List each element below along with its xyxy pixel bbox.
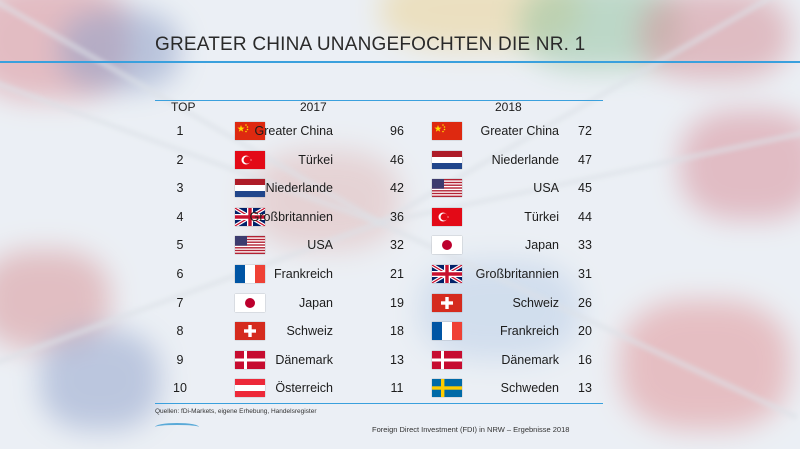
header-rank: TOP — [171, 100, 196, 114]
china-flag-icon — [235, 122, 265, 140]
netherlands-flag-icon — [235, 179, 265, 198]
value-2018: 16 — [578, 352, 592, 367]
value-2018: 45 — [578, 181, 592, 196]
table-row: 1 Greater China 96 Greater China 72 — [155, 117, 603, 146]
rank-number: 4 — [176, 209, 184, 224]
country-2018: USA — [533, 181, 559, 196]
ranking-table-header: TOP 2017 2018 — [155, 96, 603, 114]
switzerland-flag-icon — [235, 322, 265, 341]
country-2018: Türkei — [524, 209, 559, 224]
country-2017: Österreich — [275, 381, 333, 396]
value-2018: 47 — [578, 152, 592, 167]
country-2017: Greater China — [254, 124, 333, 138]
usa-flag-icon — [432, 179, 462, 198]
china-flag-icon — [432, 122, 462, 140]
country-2018: Greater China — [480, 124, 559, 138]
source-note: Quellen: fDi-Markets, eigene Erhebung, H… — [155, 408, 317, 415]
ranking-table: 1 Greater China 96 Greater China 72 2 Türkei 46… — [155, 117, 603, 403]
rank-number: 8 — [176, 324, 184, 339]
header-year-2017: 2017 — [300, 100, 327, 114]
value-2018: 33 — [578, 238, 592, 253]
country-2017: Dänemark — [275, 352, 333, 367]
country-2018: Dänemark — [501, 352, 559, 367]
table-row: 4 Großbritannien 36 Türkei 44 — [155, 203, 603, 232]
france-flag-icon — [235, 264, 265, 283]
france-flag-icon — [432, 322, 462, 341]
netherlands-flag-icon — [432, 150, 462, 169]
country-2018: Schweden — [500, 381, 559, 396]
header-year-2018: 2018 — [495, 100, 522, 114]
country-2017: Großbritannien — [249, 209, 333, 224]
value-2017: 21 — [390, 266, 404, 281]
slide-title: GREATER CHINA UNANGEFOCHTEN DIE NR. 1 — [155, 34, 586, 55]
rank-number: 7 — [176, 295, 184, 310]
country-2018: Großbritannien — [475, 266, 559, 281]
title-divider — [0, 61, 800, 63]
value-2017: 11 — [390, 381, 404, 396]
table-row: 10 Österreich 11 Schweden 13 — [155, 374, 603, 403]
value-2018: 72 — [578, 124, 592, 138]
rank-number: 6 — [176, 266, 184, 281]
value-2018: 20 — [578, 324, 592, 339]
country-2018: Japan — [524, 238, 559, 253]
table-row: 5 USA 32 Japan 33 — [155, 231, 603, 260]
table-row: 8 Schweiz 18 Frankreich 20 — [155, 317, 603, 346]
denmark-flag-icon — [235, 350, 265, 369]
table-row: 6 Frankreich 21 Großbritannien 31 — [155, 260, 603, 289]
table-row: 2 Türkei 46 Niederlande 47 — [155, 146, 603, 175]
rank-number: 1 — [176, 124, 184, 138]
rank-number: 2 — [176, 152, 184, 167]
table-row: 7 Japan 19 Schweiz 26 — [155, 289, 603, 318]
value-2018: 13 — [578, 381, 592, 396]
japan-flag-icon — [235, 293, 265, 312]
value-2017: 18 — [390, 324, 404, 339]
sweden-flag-icon — [432, 379, 462, 398]
switzerland-flag-icon — [432, 293, 462, 312]
country-2017: USA — [307, 238, 333, 253]
value-2017: 42 — [390, 181, 404, 196]
table-row: 3 Niederlande 42 USA 45 — [155, 174, 603, 203]
value-2017: 46 — [390, 152, 404, 167]
country-2017: Schweiz — [286, 324, 333, 339]
header-divider — [155, 100, 603, 101]
value-2017: 19 — [390, 295, 404, 310]
value-2017: 32 — [390, 238, 404, 253]
turkey-flag-icon — [235, 150, 265, 169]
uk-flag-icon — [235, 207, 265, 226]
turkey-flag-icon — [432, 207, 462, 226]
country-2017: Frankreich — [273, 266, 333, 281]
rank-number: 10 — [173, 381, 187, 396]
rank-number: 5 — [176, 238, 184, 253]
value-2017: 36 — [390, 209, 404, 224]
denmark-flag-icon — [432, 350, 462, 369]
value-2017: 13 — [390, 352, 404, 367]
country-2017: Niederlande — [265, 181, 333, 196]
value-2018: 26 — [578, 295, 592, 310]
rank-number: 3 — [176, 181, 184, 196]
footer-text: Foreign Direct Investment (FDI) in NRW –… — [372, 425, 570, 434]
value-2018: 31 — [578, 266, 592, 281]
value-2017: 96 — [390, 124, 404, 138]
usa-flag-icon — [235, 236, 265, 255]
table-row: 9 Dänemark 13 Dänemark 16 — [155, 346, 603, 375]
japan-flag-icon — [432, 236, 462, 255]
country-2018: Schweiz — [512, 295, 559, 310]
country-2017: Türkei — [298, 152, 333, 167]
austria-flag-icon — [235, 379, 265, 398]
country-2018: Niederlande — [491, 152, 559, 167]
country-2018: Frankreich — [499, 324, 559, 339]
uk-flag-icon — [432, 264, 462, 283]
rank-number: 9 — [176, 352, 184, 367]
nrw-invest-logo — [155, 420, 201, 434]
country-2017: Japan — [298, 295, 333, 310]
footer-divider — [155, 403, 603, 404]
value-2018: 44 — [578, 209, 592, 224]
